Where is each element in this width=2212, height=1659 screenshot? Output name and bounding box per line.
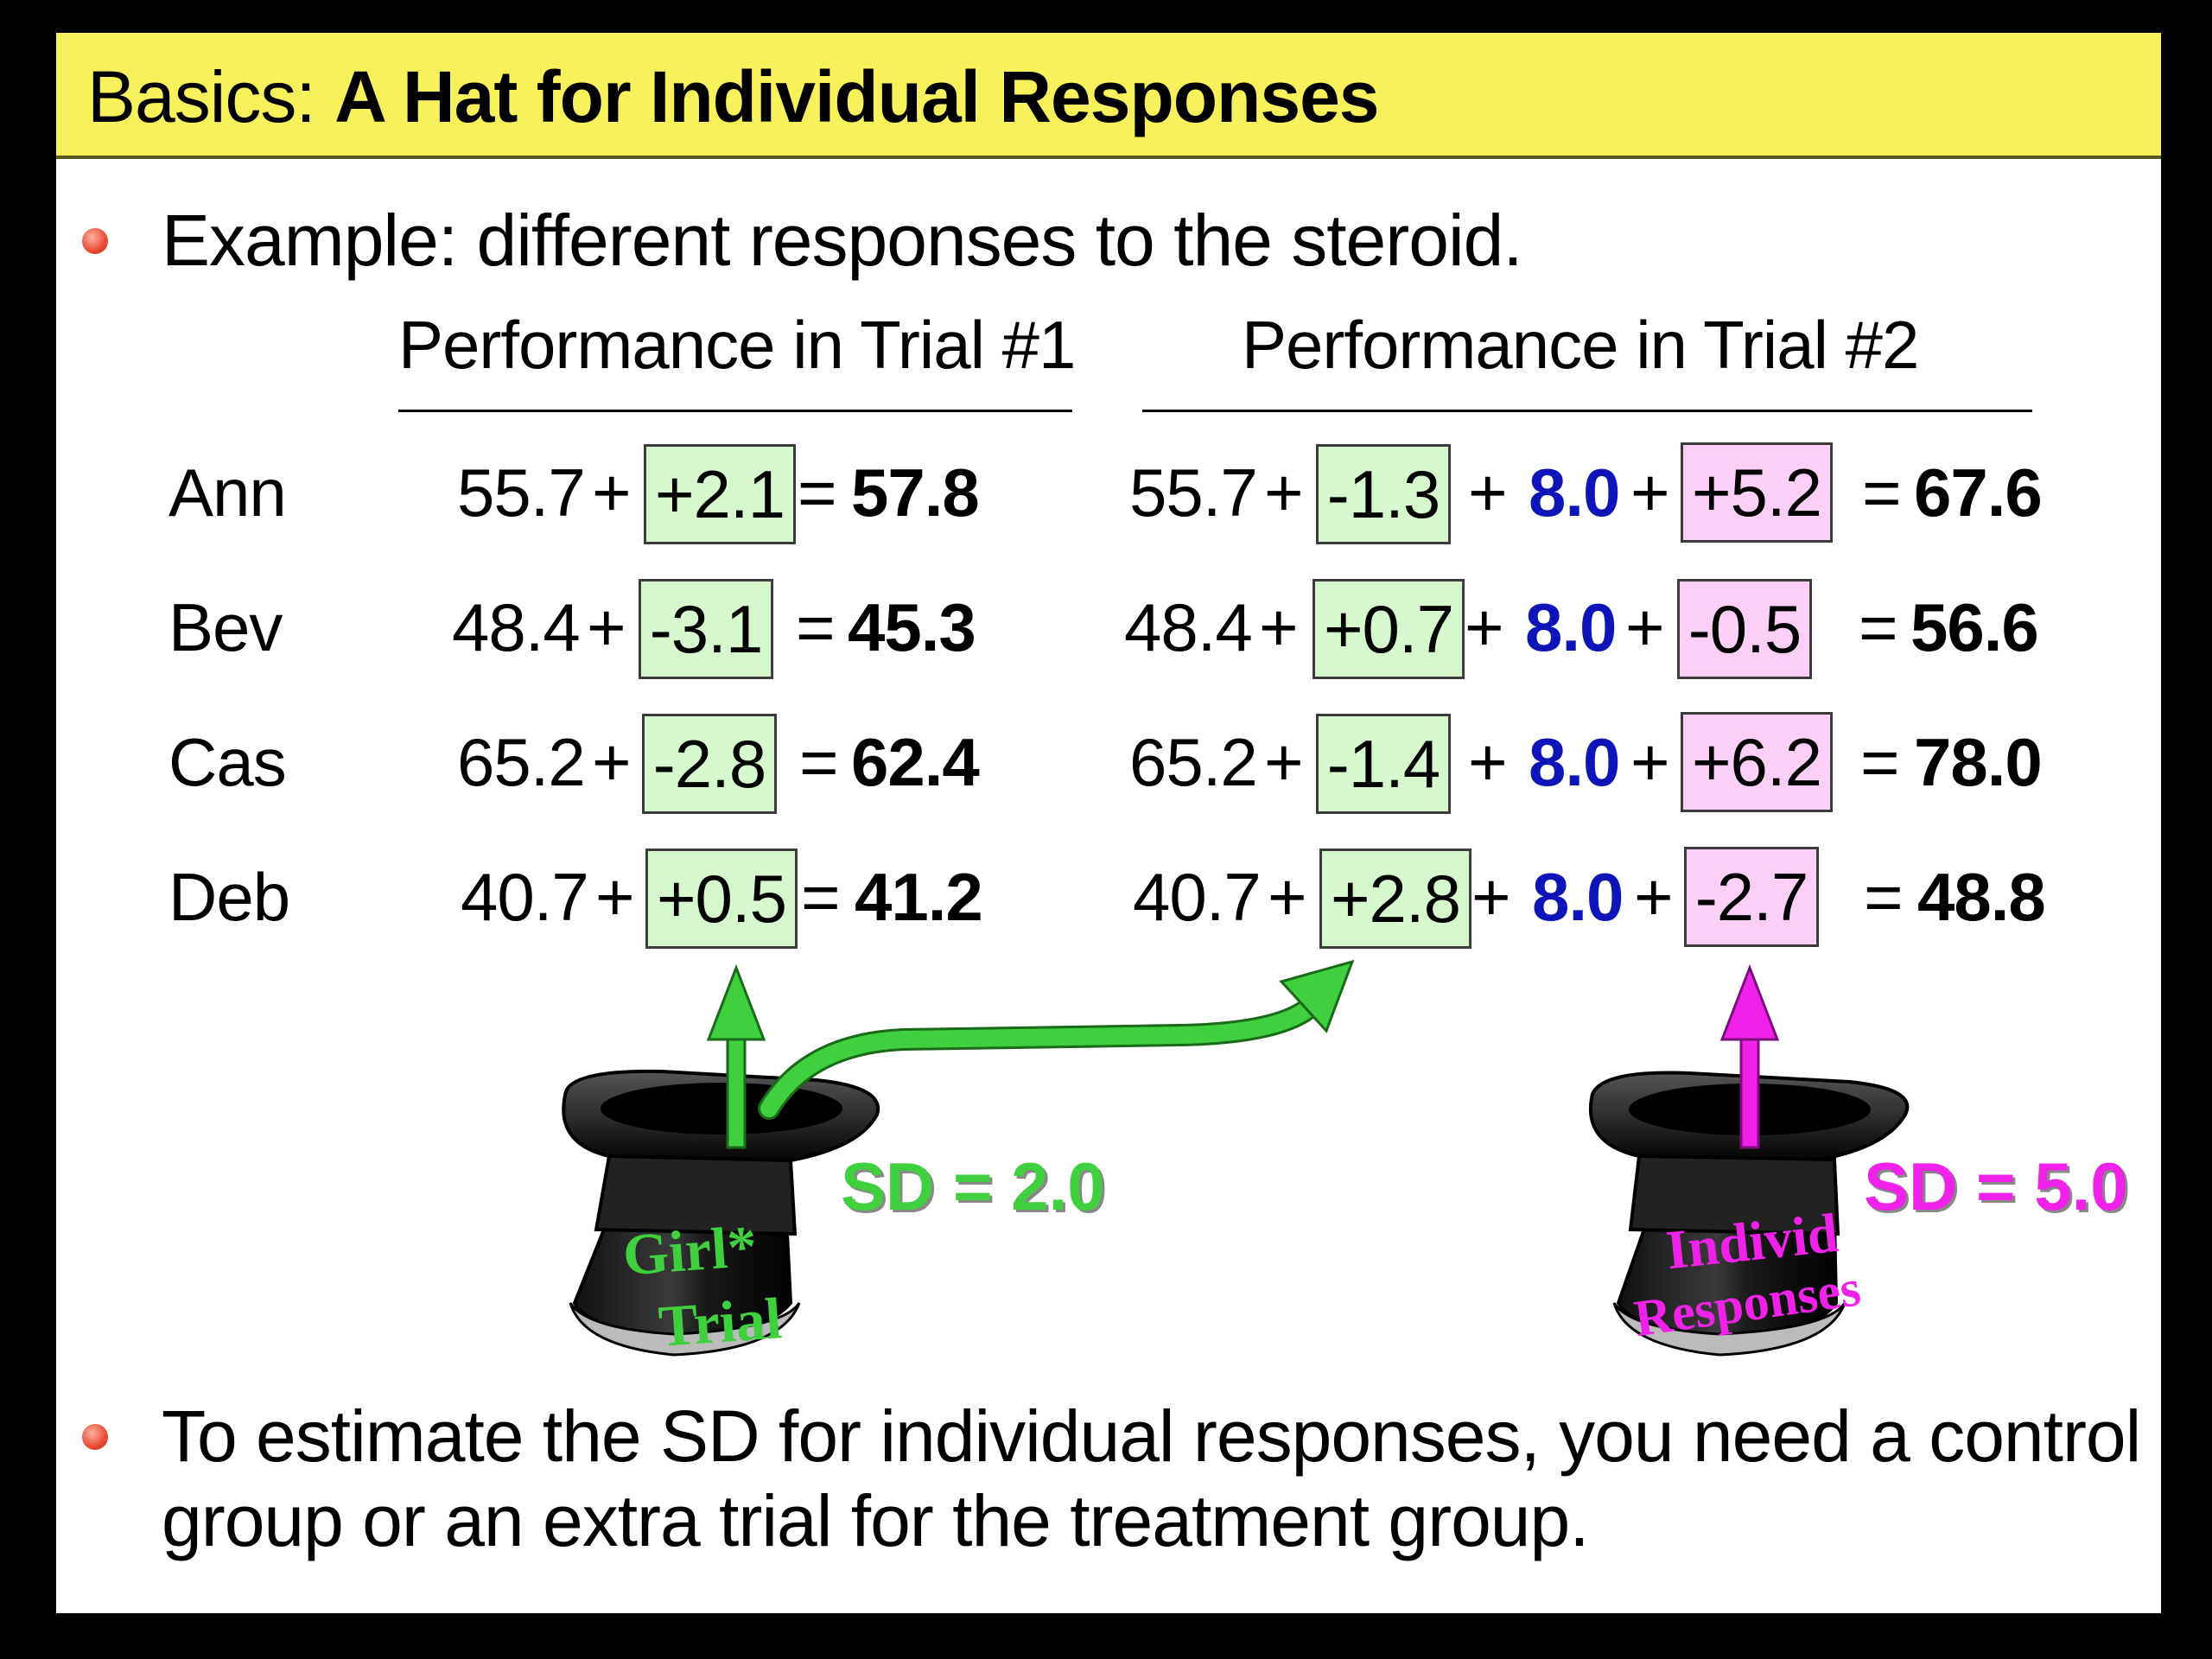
equals-sign: =	[1860, 724, 1900, 800]
header-trial1-rule	[398, 410, 1072, 412]
plus-sign: +	[592, 454, 632, 531]
person-name: Bev	[168, 589, 283, 665]
plus-sign: +	[1468, 454, 1508, 531]
plus-sign: +	[1259, 589, 1299, 665]
individual-response-box: -0.5	[1677, 579, 1812, 679]
individual-sd-label: SD = 5.0	[1864, 1148, 2128, 1224]
equals-sign: =	[801, 859, 841, 935]
equals-sign: =	[798, 454, 837, 531]
plus-sign: +	[1634, 859, 1674, 935]
treatment-effect: 8.0	[1529, 724, 1620, 800]
header-trial1: Performance in Trial #1	[398, 307, 1076, 383]
equals-sign: =	[1859, 589, 1898, 665]
title-bar: Basics: A Hat for Individual Responses	[56, 33, 2161, 159]
trial1-total: 41.2	[855, 859, 983, 935]
equals-sign: =	[799, 724, 839, 800]
girl-trial-sd-label: SD = 2.0	[841, 1148, 1105, 1224]
pink-arrow-up-icon	[1719, 963, 1780, 1149]
plus-sign: +	[1625, 589, 1665, 665]
plus-sign: +	[1465, 589, 1504, 665]
trial2-total: 67.6	[1914, 454, 2043, 531]
equals-sign: =	[1864, 859, 1904, 935]
person-name: Deb	[168, 859, 290, 935]
trial1-error-box: +0.5	[645, 849, 798, 949]
plus-sign: +	[1630, 454, 1670, 531]
trial2-baseline: 65.2	[1129, 724, 1258, 800]
trial2-error-box: +0.7	[1313, 579, 1465, 679]
trial1-total: 62.4	[851, 724, 980, 800]
green-curved-arrow-icon	[758, 959, 1355, 1120]
header-trial2-rule	[1142, 410, 2032, 412]
individual-response-box: +5.2	[1681, 442, 1833, 543]
trial1-baseline: 48.4	[452, 589, 581, 665]
plus-sign: +	[1468, 724, 1508, 800]
trial2-error-box: -1.3	[1316, 444, 1451, 544]
plus-sign: +	[1264, 454, 1304, 531]
bullet-icon	[82, 1424, 108, 1450]
slide-title: Basics: A Hat for Individual Responses	[87, 55, 1380, 139]
treatment-effect: 8.0	[1525, 589, 1617, 665]
trial2-baseline: 48.4	[1124, 589, 1253, 665]
trial2-baseline: 55.7	[1129, 454, 1258, 531]
plus-sign: +	[595, 859, 635, 935]
trial1-baseline: 55.7	[457, 454, 586, 531]
title-prefix: Basics:	[87, 56, 335, 137]
title-emphasis: A Hat for Individual Responses	[334, 56, 1379, 137]
trial1-error-box: +2.1	[644, 444, 796, 544]
bullet-text-estimate-line2: group or an extra trial for the treatmen…	[162, 1480, 1590, 1561]
trial1-error-box: -2.8	[642, 714, 777, 814]
slide: Basics: A Hat for Individual Responses E…	[56, 33, 2161, 1613]
girl-trial-hat-label-line2: Trial	[657, 1285, 784, 1359]
trial2-total: 48.8	[1917, 859, 2046, 935]
bullet-text-example: Example: different responses to the ster…	[162, 200, 1523, 281]
person-name: Ann	[168, 454, 287, 531]
trial2-error-box: +2.8	[1319, 849, 1471, 949]
trial2-total: 78.0	[1914, 724, 2043, 800]
green-arrow-up-icon	[706, 963, 766, 1149]
hats-illustration: Girl* Trial Individ Responses	[562, 959, 1910, 1359]
treatment-effect: 8.0	[1529, 454, 1620, 531]
header-trial2: Performance in Trial #2	[1242, 307, 1919, 383]
person-name: Cas	[168, 724, 287, 800]
plus-sign: +	[1471, 859, 1511, 935]
trial1-baseline: 40.7	[461, 859, 589, 935]
individual-response-box: +6.2	[1681, 712, 1833, 812]
equals-sign: =	[796, 589, 836, 665]
trial1-total: 57.8	[851, 454, 980, 531]
plus-sign: +	[587, 589, 626, 665]
plus-sign: +	[1268, 859, 1307, 935]
trial1-total: 45.3	[848, 589, 976, 665]
plus-sign: +	[592, 724, 632, 800]
trial2-baseline: 40.7	[1133, 859, 1262, 935]
individual-response-box: -2.7	[1684, 847, 1819, 947]
trial2-error-box: -1.4	[1316, 714, 1451, 814]
bullet-text-estimate-line1: To estimate the SD for individual respon…	[162, 1395, 2141, 1477]
equals-sign: =	[1862, 454, 1902, 531]
girl-trial-hat-label-line1: Girl*	[621, 1213, 760, 1288]
plus-sign: +	[1630, 724, 1670, 800]
trial2-total: 56.6	[1910, 589, 2039, 665]
trial1-baseline: 65.2	[457, 724, 586, 800]
plus-sign: +	[1264, 724, 1304, 800]
trial1-error-box: -3.1	[639, 579, 773, 679]
treatment-effect: 8.0	[1532, 859, 1624, 935]
bullet-icon	[82, 228, 108, 254]
